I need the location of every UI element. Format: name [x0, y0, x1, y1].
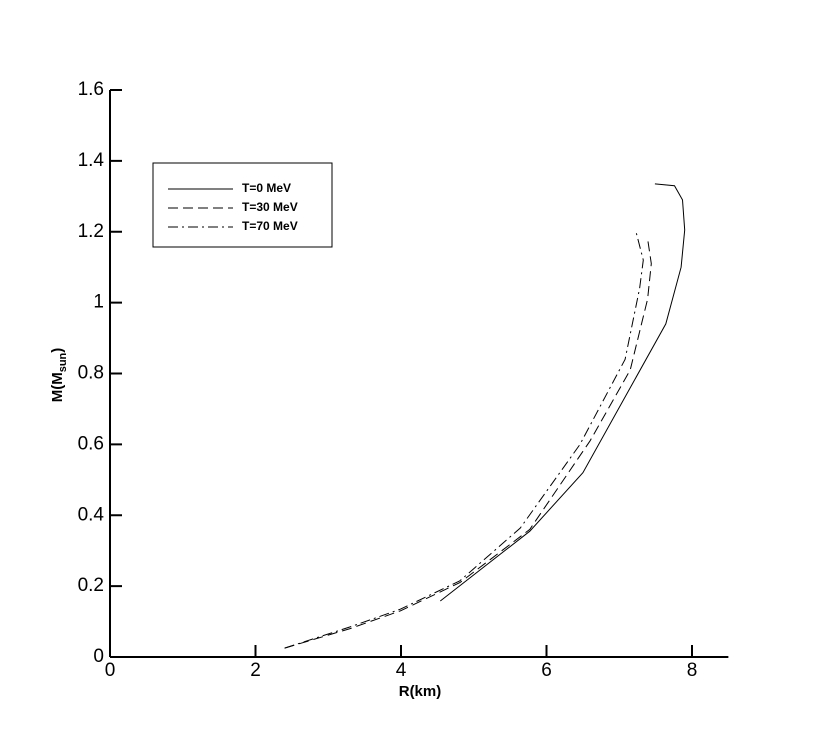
y-label-sub: sun: [57, 352, 69, 372]
y-tick-label: 1: [93, 292, 104, 313]
series-line: [284, 231, 644, 649]
y-tick-label: 0.2: [78, 575, 104, 596]
y-label-main: M(M: [49, 372, 66, 402]
y-tick-label: 0.4: [78, 504, 105, 525]
legend-label: T=70 MeV: [242, 219, 298, 233]
y-tick-label: 0.8: [78, 363, 104, 384]
x-tick-label: 0: [105, 660, 116, 681]
legend-label: T=0 MeV: [242, 181, 291, 195]
x-tick-label: 8: [687, 660, 698, 681]
y-label-close: ): [49, 348, 66, 353]
y-tick-label: 1.2: [78, 221, 104, 242]
legend-label: T=30 MeV: [242, 200, 298, 214]
series-line: [284, 238, 652, 649]
y-tick-label: 0: [93, 646, 104, 667]
y-tick-label: 0.6: [78, 433, 104, 454]
legend-box: [152, 162, 333, 248]
x-axis-label: R(km): [399, 683, 442, 700]
x-tick-label: 4: [396, 660, 407, 681]
y-tick-label: 1.6: [78, 79, 104, 100]
y-tick-label: 1.4: [78, 150, 105, 171]
x-tick-label: 2: [250, 660, 261, 681]
y-axis-label: M(Msun): [49, 348, 69, 403]
x-tick-label: 6: [541, 660, 552, 681]
series-line: [439, 183, 686, 602]
